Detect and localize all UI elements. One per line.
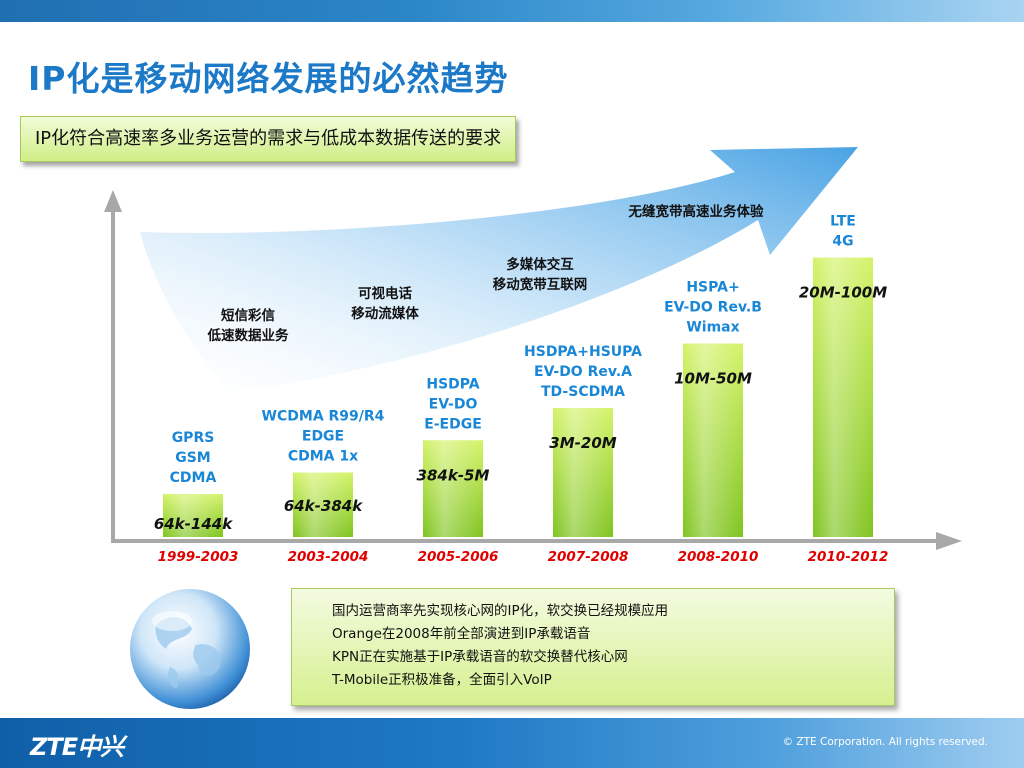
copyright-text: © ZTE Corporation. All rights reserved. <box>782 736 988 748</box>
tech-label: HSDPA <box>426 376 479 392</box>
zte-logo: ZTE中兴 <box>30 733 124 761</box>
tech-label: TD-SCDMA <box>541 384 625 400</box>
tech-label: WCDMA R99/R4 <box>262 409 385 425</box>
service-label: 无缝宽带高速业务体验 <box>628 203 764 220</box>
y-axis-arrowhead <box>104 190 122 212</box>
period-label: 1999-2003 <box>158 549 239 565</box>
tech-label: HSPA+ <box>686 280 739 296</box>
period-label: 2007-2008 <box>548 549 629 565</box>
tech-label: GPRS <box>172 430 215 446</box>
service-label: 移动流媒体 <box>351 305 419 322</box>
growth-arrow <box>140 147 858 392</box>
bar-highlight <box>293 472 353 537</box>
tech-label: EV-DO <box>429 396 478 412</box>
bar-highlight <box>553 408 613 537</box>
bar-value-label: 64k-384k <box>284 497 363 515</box>
service-label: 低速数据业务 <box>207 327 289 344</box>
bar-value-label: 64k-144k <box>154 515 233 533</box>
service-label: 多媒体交互 <box>506 256 574 273</box>
period-label: 2005-2006 <box>418 549 499 565</box>
bar-highlight <box>813 257 873 537</box>
tech-label: EV-DO Rev.B <box>664 300 762 316</box>
footer-band <box>0 718 1024 768</box>
period-label: 2003-2004 <box>288 549 369 565</box>
tech-label: GSM <box>175 450 211 466</box>
tech-label: 4G <box>832 234 853 250</box>
tech-label: CDMA 1x <box>288 449 358 465</box>
period-label: 2008-2010 <box>678 549 759 565</box>
bar-highlight <box>163 494 223 537</box>
period-label: 2010-2012 <box>808 549 889 565</box>
x-axis-arrowhead <box>936 532 962 550</box>
subtitle-box: IP化符合高速率多业务运营的需求与低成本数据传送的要求 <box>20 116 517 162</box>
tech-label: Wimax <box>686 320 739 336</box>
service-label: 可视电话 <box>358 285 412 302</box>
note-line: KPN正在实施基于IP承载语音的软交换替代核心网 <box>332 649 628 665</box>
tech-label: CDMA <box>170 470 217 486</box>
tech-label: EV-DO Rev.A <box>534 364 632 380</box>
bar-value-label: 384k-5M <box>417 466 490 484</box>
tech-label: E-EDGE <box>424 416 482 432</box>
note-line: Orange在2008年前全部演进到IP承载语音 <box>332 626 591 642</box>
page-title: IP化是移动网络发展的必然趋势 <box>28 59 509 98</box>
bar-value-label: 20M-100M <box>799 284 887 302</box>
note-line: T-Mobile正积极准备，全面引入VoIP <box>332 672 552 688</box>
service-label: 移动宽带互联网 <box>493 276 588 293</box>
service-label: 短信彩信 <box>221 307 275 324</box>
header-band <box>0 0 1024 22</box>
bar-value-label: 10M-50M <box>674 370 752 388</box>
tech-label: HSDPA+HSUPA <box>524 344 642 360</box>
tech-label: EDGE <box>302 429 344 445</box>
globe-icon <box>130 589 250 709</box>
note-line: 国内运营商率先实现核心网的IP化，软交换已经规模应用 <box>332 603 669 619</box>
tech-label: LTE <box>830 214 856 230</box>
notes-box: 国内运营商率先实现核心网的IP化，软交换已经规模应用 Orange在2008年前… <box>291 588 895 706</box>
bar-highlight <box>423 440 483 537</box>
bar-highlight <box>683 343 743 537</box>
bar-value-label: 3M-20M <box>549 434 616 452</box>
subtitle-text: IP化符合高速率多业务运营的需求与低成本数据传送的要求 <box>35 128 502 149</box>
